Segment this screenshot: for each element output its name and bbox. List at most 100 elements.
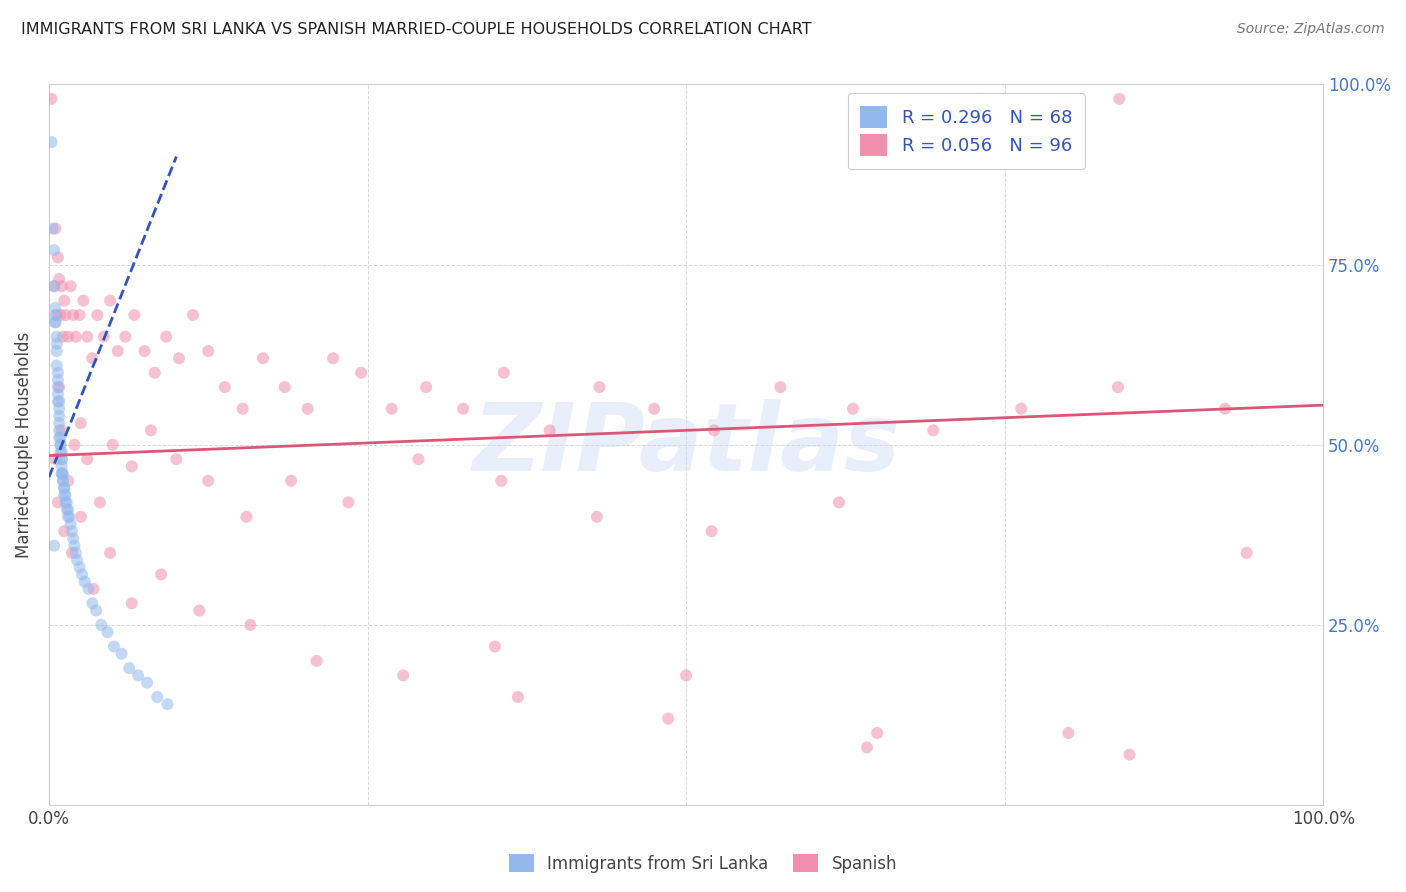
Point	[44, 308, 66, 322]
Point	[232, 401, 254, 416]
Text: ZIPatlas: ZIPatlas	[472, 399, 900, 491]
Point	[197, 344, 219, 359]
Point	[1010, 401, 1032, 416]
Point	[44, 301, 66, 315]
Point	[49, 445, 72, 459]
Point	[56, 329, 79, 343]
Point	[134, 344, 156, 359]
Point	[53, 524, 76, 539]
Point	[235, 509, 257, 524]
Point	[538, 423, 561, 437]
Text: IMMIGRANTS FROM SRI LANKA VS SPANISH MARRIED-COUPLE HOUSEHOLDS CORRELATION CHART: IMMIGRANTS FROM SRI LANKA VS SPANISH MAR…	[21, 22, 811, 37]
Point	[51, 467, 73, 481]
Point	[121, 596, 143, 610]
Point	[60, 524, 83, 539]
Point	[769, 380, 792, 394]
Point	[45, 359, 67, 373]
Text: Source: ZipAtlas.com: Source: ZipAtlas.com	[1237, 22, 1385, 37]
Point	[45, 344, 67, 359]
Point	[90, 618, 112, 632]
Point	[121, 459, 143, 474]
Point	[72, 293, 94, 308]
Point	[214, 380, 236, 394]
Point	[492, 366, 515, 380]
Point	[588, 380, 610, 394]
Point	[82, 351, 104, 366]
Point	[49, 308, 72, 322]
Point	[49, 438, 72, 452]
Point	[63, 438, 86, 452]
Point	[51, 467, 73, 481]
Point	[657, 712, 679, 726]
Point	[188, 603, 211, 617]
Point	[41, 135, 63, 149]
Point	[52, 467, 75, 481]
Point	[55, 308, 77, 322]
Point	[59, 279, 82, 293]
Point	[60, 546, 83, 560]
Point	[73, 574, 96, 589]
Point	[337, 495, 360, 509]
Point	[127, 668, 149, 682]
Point	[48, 409, 70, 423]
Point	[197, 474, 219, 488]
Point	[76, 329, 98, 343]
Point	[1107, 380, 1129, 394]
Point	[52, 474, 75, 488]
Point	[408, 452, 430, 467]
Point	[643, 401, 665, 416]
Point	[46, 373, 69, 387]
Point	[62, 308, 84, 322]
Point	[48, 416, 70, 430]
Point	[93, 329, 115, 343]
Point	[392, 668, 415, 682]
Point	[118, 661, 141, 675]
Point	[56, 495, 79, 509]
Point	[55, 495, 77, 509]
Point	[675, 668, 697, 682]
Point	[66, 553, 89, 567]
Point	[42, 539, 65, 553]
Point	[44, 452, 66, 467]
Point	[586, 509, 609, 524]
Point	[139, 423, 162, 437]
Point	[86, 308, 108, 322]
Point	[82, 596, 104, 610]
Point	[922, 423, 945, 437]
Point	[48, 394, 70, 409]
Point	[150, 567, 173, 582]
Point	[506, 690, 529, 704]
Point	[1236, 546, 1258, 560]
Point	[89, 495, 111, 509]
Y-axis label: Married-couple Households: Married-couple Households	[15, 332, 32, 558]
Point	[143, 366, 166, 380]
Point	[56, 502, 79, 516]
Point	[484, 640, 506, 654]
Point	[114, 329, 136, 343]
Point	[239, 618, 262, 632]
Point	[103, 640, 125, 654]
Point	[451, 401, 474, 416]
Point	[97, 625, 120, 640]
Point	[48, 401, 70, 416]
Point	[415, 380, 437, 394]
Point	[181, 308, 204, 322]
Point	[48, 272, 70, 286]
Point	[46, 495, 69, 509]
Point	[41, 92, 63, 106]
Point	[51, 279, 73, 293]
Point	[165, 452, 187, 467]
Point	[46, 251, 69, 265]
Point	[110, 647, 132, 661]
Point	[1118, 747, 1140, 762]
Point	[48, 431, 70, 445]
Point	[65, 329, 87, 343]
Point	[1057, 726, 1080, 740]
Point	[156, 697, 179, 711]
Point	[155, 329, 177, 343]
Point	[59, 516, 82, 531]
Point	[45, 329, 67, 343]
Point	[44, 315, 66, 329]
Point	[46, 380, 69, 394]
Point	[98, 546, 121, 560]
